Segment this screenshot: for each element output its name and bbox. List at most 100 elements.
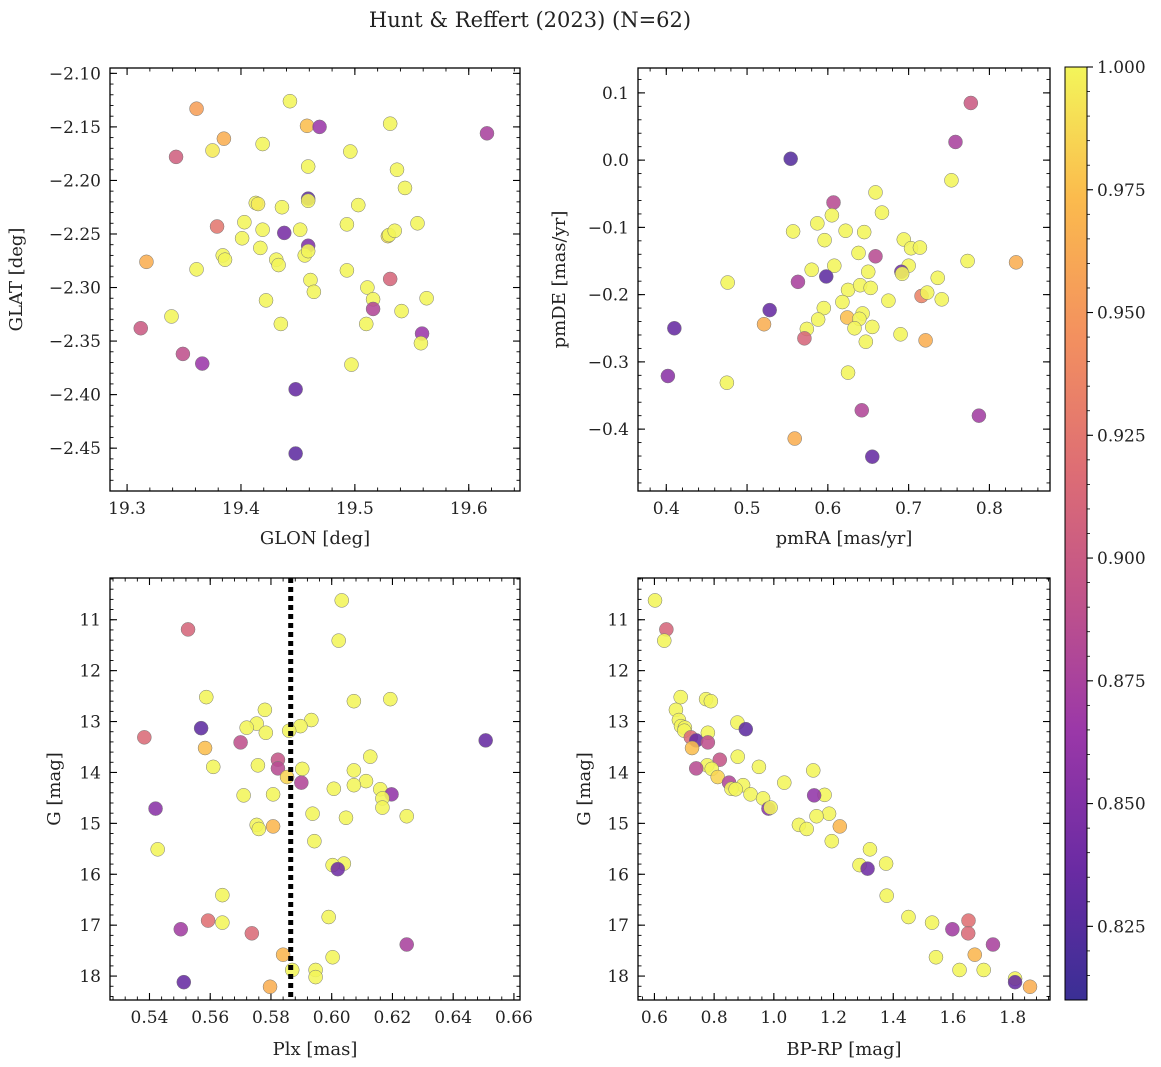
data-point [919, 285, 935, 300]
colorbar-tick-label: 0.825 [1097, 917, 1146, 937]
y-axis-label: GLAT [deg] [6, 228, 27, 332]
data-point [300, 159, 316, 174]
data-point [881, 293, 896, 308]
data-point [344, 357, 359, 372]
data-point [148, 801, 163, 816]
data-point [703, 693, 719, 709]
data-point [300, 243, 316, 259]
y-tick-label: −2.45 [49, 439, 101, 459]
data-point [961, 913, 976, 928]
y-tick-label: −0.1 [588, 218, 629, 238]
data-point [351, 197, 366, 213]
data-point [413, 335, 429, 351]
data-point [797, 331, 812, 346]
y-tick-label: 13 [79, 713, 101, 733]
data-point [419, 290, 434, 306]
data-point [397, 180, 413, 196]
data-point [960, 926, 976, 941]
data-point [728, 782, 743, 797]
y-tick-label: 12 [79, 662, 101, 682]
data-point [255, 222, 270, 237]
x-tick-label: 0.54 [131, 1008, 169, 1028]
data-point [294, 775, 309, 790]
y-axis-label: G [mag] [44, 752, 65, 825]
x-tick-label: 19.5 [336, 499, 374, 519]
data-point [934, 292, 949, 307]
y-axis-label: pmDE [mas/yr] [549, 211, 570, 349]
data-point [339, 217, 355, 232]
data-point [971, 408, 987, 423]
colorbar: 0.825 0.850 0.875 0.900 0.925 0.950 0.975 1.000 [1064, 58, 1146, 1001]
data-point [359, 316, 374, 332]
x-tick-label: 1.0 [760, 1008, 787, 1028]
x-axis-label: GLON [deg] [260, 528, 370, 549]
y-tick-label: −0.2 [588, 286, 629, 306]
data-point [195, 356, 210, 371]
x-axis-label: Plx [mas] [273, 1039, 358, 1060]
data-point [239, 720, 254, 735]
data-point [270, 761, 286, 776]
data-point [346, 693, 362, 709]
scatter-points [137, 593, 493, 995]
data-point [810, 312, 826, 327]
data-point [790, 274, 806, 290]
x-tick-label: 0.64 [434, 1008, 472, 1028]
data-point [360, 280, 375, 295]
data-point [824, 208, 840, 223]
x-tick-label: 19.3 [108, 499, 146, 519]
data-point [827, 258, 842, 273]
data-point [346, 777, 362, 793]
colorbar-tick-label: 0.925 [1097, 426, 1146, 446]
x-tick-label: 0.60 [313, 1008, 351, 1028]
data-point [399, 937, 414, 952]
y-tick-label: −2.40 [49, 386, 101, 406]
data-point [375, 800, 390, 815]
data-point [265, 819, 281, 834]
plot-frame [109, 577, 521, 1001]
data-point [806, 788, 822, 803]
x-tick-label: 1.8 [999, 1008, 1026, 1028]
data-point [809, 808, 824, 824]
data-point [700, 735, 716, 750]
data-point [253, 240, 268, 256]
data-point [860, 264, 876, 280]
data-point [756, 316, 772, 332]
colorbar-tick-label: 0.975 [1097, 181, 1146, 201]
data-point [365, 301, 381, 317]
data-point [799, 821, 814, 837]
y-tick-label: −0.4 [588, 420, 629, 440]
data-point [824, 833, 840, 849]
x-tick-label: 1.6 [939, 1008, 966, 1028]
scatter-points [647, 593, 1038, 995]
data-point [856, 224, 872, 240]
data-point [858, 334, 874, 349]
data-point [206, 759, 221, 775]
data-point [258, 725, 274, 741]
y-tick-label: 0.0 [602, 151, 629, 171]
data-point [258, 293, 274, 308]
data-point [838, 223, 853, 238]
data-point [719, 375, 735, 390]
data-point [945, 921, 960, 937]
x-tick-label: 0.62 [374, 1008, 412, 1028]
data-point [751, 759, 767, 775]
y-tick-label: 18 [607, 967, 629, 987]
data-point [912, 240, 928, 255]
panel-plx-g: 0.54 0.56 0.58 0.60 0.62 0.64 0.66 11 12 13 14 15 16… [44, 577, 533, 1060]
y-tick-label: −0.3 [588, 353, 629, 373]
y-tick-label: 11 [607, 611, 629, 631]
y-tick-label: −2.15 [49, 118, 101, 138]
data-point [215, 887, 230, 903]
data-point [832, 819, 848, 834]
y-tick-label: 16 [607, 865, 629, 885]
y-tick-label: 13 [607, 713, 629, 733]
data-point [200, 913, 216, 928]
data-point [826, 195, 841, 210]
data-point [300, 193, 316, 209]
data-point [1022, 979, 1038, 995]
data-point [399, 808, 414, 824]
data-point [817, 232, 832, 248]
data-point [865, 319, 880, 335]
data-point [874, 205, 890, 220]
